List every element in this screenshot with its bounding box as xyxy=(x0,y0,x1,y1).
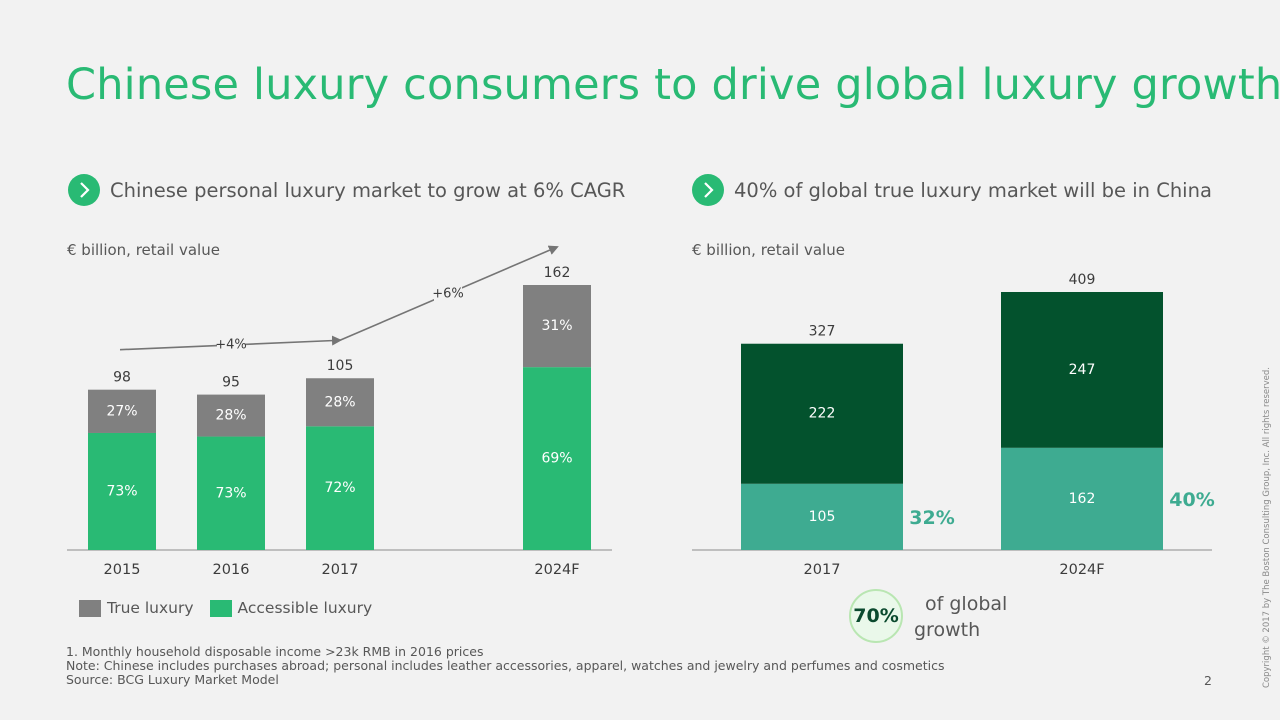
right-unit-label: € billion, retail value xyxy=(692,241,845,259)
legend-item-accessible-luxury: Accessible luxury xyxy=(209,599,373,617)
legend-label-accessible-luxury: Accessible luxury xyxy=(237,599,373,617)
data-label-true-2024F: 31% xyxy=(541,318,572,334)
bar-true-luxury-2024F xyxy=(523,285,591,368)
bar-segment-top-2017 xyxy=(741,343,903,484)
growth-label-2015-2017: +4% xyxy=(215,337,247,352)
growth-label-bg xyxy=(217,336,245,353)
bar-true-luxury-2017 xyxy=(306,378,374,427)
page-title: Chinese luxury consumers to drive global… xyxy=(66,60,1280,110)
bar-accessible-luxury-2024F xyxy=(523,367,591,550)
bar-true-luxury-2015 xyxy=(88,389,156,433)
right-subtitle: 40% of global true luxury market will be… xyxy=(692,174,1212,206)
share-label-2024F: 40% xyxy=(1169,489,1214,511)
growth-label-bg xyxy=(434,285,462,302)
x-tick-label-2016: 2016 xyxy=(213,562,250,578)
total-label-2024F: 162 xyxy=(544,265,571,281)
bar-accessible-luxury-2017 xyxy=(306,426,374,550)
growth-label-2017-2024F: +6% xyxy=(432,286,464,301)
share-label-2017: 32% xyxy=(909,507,954,529)
copyright-text: Copyright © 2017 by The Boston Consultin… xyxy=(1262,366,1272,688)
data-label-top-2017: 222 xyxy=(809,406,836,422)
total-label-2017: 105 xyxy=(327,358,354,374)
global-growth-text-line2: growth xyxy=(914,619,981,641)
legend-swatch-accessible-luxury xyxy=(209,599,232,617)
footnote-source: Source: BCG Luxury Market Model xyxy=(66,672,279,687)
right-subtitle-text: 40% of global true luxury market will be… xyxy=(734,178,1212,202)
bar-accessible-luxury-2016 xyxy=(197,436,265,550)
footnote-1: 1. Monthly household disposable income >… xyxy=(66,644,484,659)
legend-item-true-luxury: True luxury xyxy=(79,599,194,617)
page-number: 2 xyxy=(1204,673,1212,688)
bar-segment-top-2024F xyxy=(1001,292,1163,448)
data-label-true-2015: 27% xyxy=(106,403,137,419)
total-label-2024F: 409 xyxy=(1069,272,1096,288)
x-tick-label-2017: 2017 xyxy=(804,562,841,578)
legend-label-true-luxury: True luxury xyxy=(107,599,194,617)
x-tick-label-2024F: 2024F xyxy=(534,562,579,578)
bar-true-luxury-2016 xyxy=(197,394,265,437)
left-unit-label: € billion, retail value xyxy=(67,241,220,259)
footnotes: 1. Monthly household disposable income >… xyxy=(66,645,944,687)
total-label-2017: 327 xyxy=(809,324,836,340)
data-label-bottom-2017: 105 xyxy=(809,509,836,525)
total-label-2015: 98 xyxy=(113,370,131,386)
global-growth-badge: 70% xyxy=(849,589,903,643)
x-tick-label-2015: 2015 xyxy=(104,562,141,578)
footnote-note: Note: Chinese includes purchases abroad;… xyxy=(66,658,945,673)
left-subtitle: Chinese personal luxury market to grow a… xyxy=(68,174,625,206)
chevron-right-icon xyxy=(68,174,100,206)
data-label-true-2016: 28% xyxy=(215,408,246,424)
data-label-bottom-2024F: 162 xyxy=(1069,491,1096,507)
legend-swatch-true-luxury xyxy=(79,599,101,617)
bar-accessible-luxury-2015 xyxy=(88,432,156,550)
legend: True luxury Accessible luxury xyxy=(79,599,388,617)
x-tick-label-2024F: 2024F xyxy=(1059,562,1104,578)
left-subtitle-text: Chinese personal luxury market to grow a… xyxy=(110,178,626,202)
x-tick-label-2017: 2017 xyxy=(322,562,359,578)
data-label-accessible-2015: 73% xyxy=(106,483,137,499)
data-label-true-2017: 28% xyxy=(324,394,355,410)
global-growth-text: of global growth xyxy=(914,591,1007,643)
data-label-top-2024F: 247 xyxy=(1069,362,1096,378)
data-label-accessible-2016: 73% xyxy=(215,485,246,501)
data-label-accessible-2017: 72% xyxy=(324,480,355,496)
data-label-accessible-2024F: 69% xyxy=(541,451,572,467)
bar-segment-bottom-2024F xyxy=(1001,447,1163,550)
chevron-right-icon xyxy=(692,174,724,206)
bar-segment-bottom-2017 xyxy=(741,483,903,550)
global-growth-text-line1: of global xyxy=(925,593,1008,615)
total-label-2016: 95 xyxy=(222,375,240,391)
